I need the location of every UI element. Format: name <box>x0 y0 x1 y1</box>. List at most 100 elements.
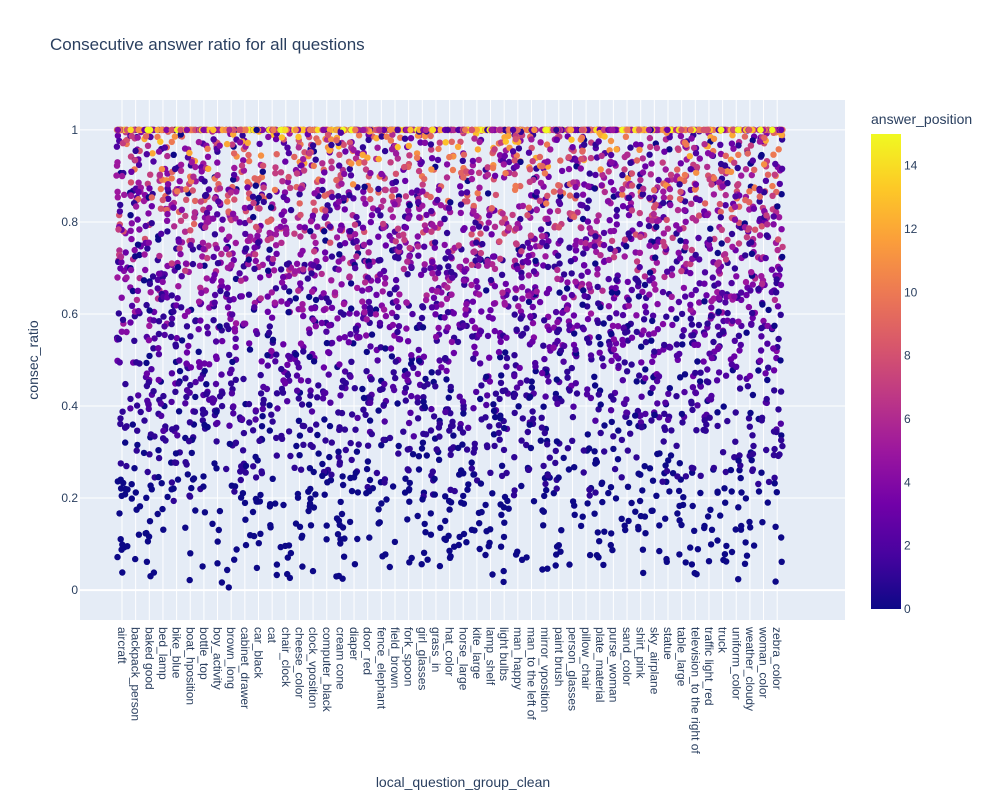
data-point <box>587 352 595 359</box>
data-point <box>654 450 661 458</box>
data-point <box>114 478 122 485</box>
data-point <box>612 352 620 360</box>
data-point <box>722 202 729 209</box>
data-point <box>476 184 483 191</box>
data-point <box>161 144 168 151</box>
data-point <box>428 369 435 376</box>
data-point <box>656 547 663 555</box>
data-point <box>204 330 212 337</box>
data-point <box>342 148 349 155</box>
data-point <box>199 239 207 246</box>
data-point <box>693 571 700 578</box>
data-point <box>464 486 471 493</box>
data-point <box>224 198 231 205</box>
data-point <box>477 480 485 487</box>
x-tick-label: door_red <box>361 627 375 675</box>
data-point <box>415 453 423 460</box>
data-point <box>285 272 293 280</box>
data-point <box>462 311 469 318</box>
data-point <box>347 439 354 447</box>
data-point <box>707 506 714 513</box>
data-point <box>570 403 577 410</box>
data-point <box>127 212 134 219</box>
data-point <box>541 170 549 177</box>
data-point <box>755 285 762 293</box>
data-point <box>491 146 498 153</box>
data-point <box>682 238 689 246</box>
data-point <box>490 431 498 438</box>
data-point <box>619 336 626 344</box>
data-point <box>707 541 715 548</box>
x-tick-label: horse_large <box>456 627 470 691</box>
data-point <box>151 433 158 440</box>
data-point <box>238 415 246 423</box>
data-point <box>335 448 342 455</box>
data-point <box>613 146 620 153</box>
data-point <box>150 317 157 324</box>
data-point <box>128 481 135 488</box>
data-point <box>470 248 477 256</box>
data-point <box>319 395 327 402</box>
data-point <box>463 189 471 196</box>
data-point <box>640 327 647 334</box>
data-point <box>203 275 210 282</box>
data-point <box>376 386 384 393</box>
data-point <box>625 211 633 219</box>
x-tick-label: mirror_vposition <box>538 627 552 712</box>
data-point <box>636 497 644 505</box>
data-point <box>172 459 180 466</box>
data-point <box>505 224 513 231</box>
data-point <box>427 132 434 140</box>
data-point <box>443 229 451 237</box>
data-point <box>770 367 778 374</box>
data-point <box>710 135 718 142</box>
data-point <box>587 310 595 317</box>
data-point <box>257 295 264 302</box>
data-point <box>305 401 313 408</box>
data-point <box>728 140 736 147</box>
data-point <box>552 395 559 402</box>
data-point <box>748 239 755 246</box>
data-point <box>434 269 442 277</box>
data-point <box>127 227 134 234</box>
data-point <box>703 292 710 299</box>
x-tick-label: cabinet_drawer <box>238 627 252 709</box>
data-point <box>496 238 503 245</box>
data-point <box>388 193 396 200</box>
data-point <box>241 204 249 212</box>
data-point <box>183 186 190 193</box>
data-point <box>201 367 208 375</box>
data-point <box>128 495 135 502</box>
data-point <box>420 549 428 556</box>
data-point <box>418 314 426 322</box>
data-point <box>512 295 519 302</box>
data-point <box>322 389 329 397</box>
data-point <box>735 576 742 583</box>
data-point <box>210 317 217 324</box>
data-point <box>758 223 765 230</box>
data-point <box>366 534 373 541</box>
data-point <box>113 162 121 169</box>
data-point <box>482 414 489 421</box>
data-point <box>297 211 304 219</box>
data-point <box>491 442 498 450</box>
data-points <box>113 126 786 591</box>
data-point <box>266 503 274 510</box>
data-point <box>375 506 382 513</box>
data-point <box>666 185 674 193</box>
data-point <box>378 133 385 140</box>
x-tick-label: light bulbs <box>497 627 511 681</box>
data-point <box>678 126 685 134</box>
data-point <box>778 534 785 541</box>
data-point <box>190 173 197 180</box>
data-point <box>593 217 600 225</box>
data-point <box>714 288 721 296</box>
data-point <box>737 462 744 469</box>
data-point <box>167 333 175 341</box>
data-point <box>492 191 500 199</box>
x-tick-label: boat_hposition <box>183 627 197 705</box>
data-point <box>278 365 285 373</box>
data-point <box>677 132 685 140</box>
data-point <box>309 567 317 575</box>
data-point <box>682 559 689 566</box>
